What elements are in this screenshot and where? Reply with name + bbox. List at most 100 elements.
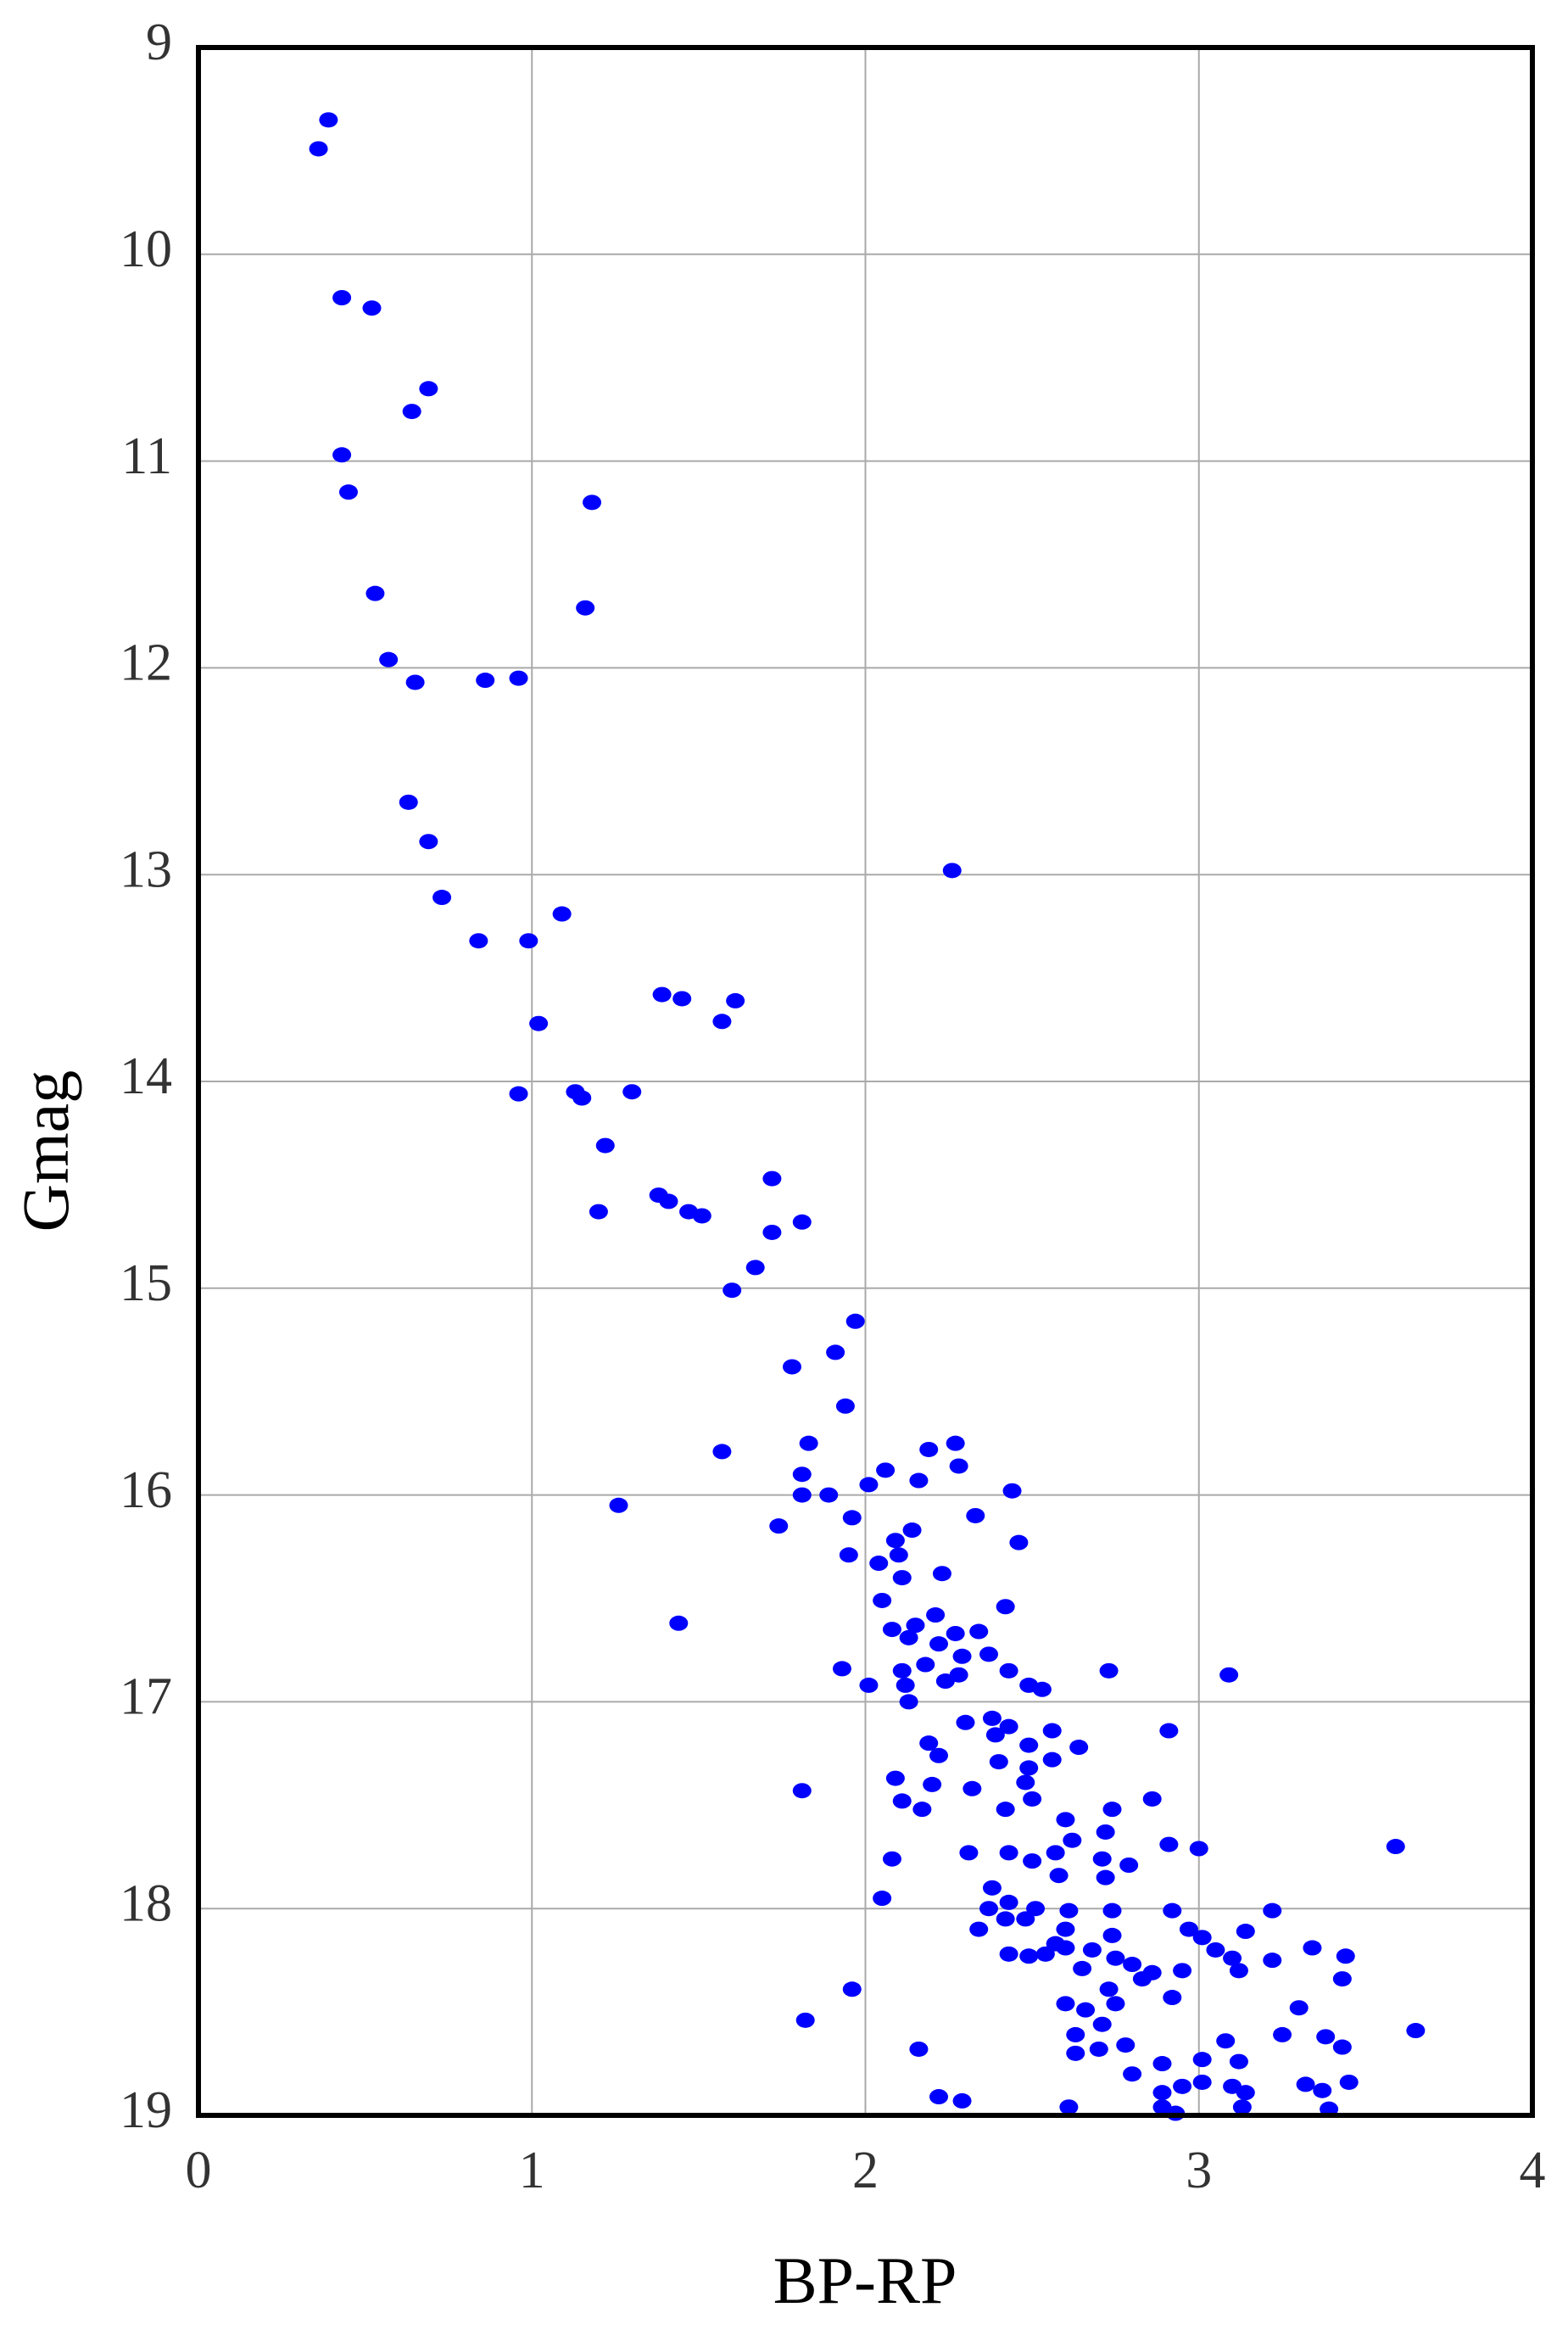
point [1046, 1845, 1065, 1861]
point [519, 933, 538, 949]
point [1066, 2026, 1085, 2042]
point [1102, 1927, 1122, 1943]
point [969, 1921, 989, 1937]
point [1102, 1802, 1122, 1818]
point [996, 1802, 1015, 1818]
point [999, 1662, 1018, 1679]
point [1016, 1774, 1035, 1791]
point [1173, 1963, 1192, 1979]
point [782, 1359, 801, 1375]
y-tick-label: 12 [120, 634, 172, 692]
point [1223, 1950, 1242, 1966]
point [996, 1599, 1015, 1615]
point [529, 1015, 549, 1031]
point [999, 1946, 1018, 1962]
point [672, 991, 692, 1007]
point [1386, 1839, 1405, 1855]
point [1106, 1996, 1125, 2012]
points [309, 112, 1426, 2121]
y-tick-label: 16 [120, 1461, 172, 1519]
point [912, 1802, 932, 1818]
point [1142, 1791, 1162, 1807]
point [1159, 1723, 1179, 1739]
point [365, 585, 385, 601]
point [1019, 1737, 1039, 1753]
point [1189, 1841, 1208, 1857]
point [332, 447, 352, 463]
point [889, 1547, 908, 1563]
point [952, 1648, 972, 1664]
point [952, 2092, 972, 2109]
point [842, 1510, 862, 1526]
point [799, 1435, 818, 1451]
x-tick-label: 1 [519, 2142, 545, 2199]
point [1206, 1941, 1225, 1958]
point [1316, 2029, 1336, 2045]
point [338, 484, 358, 500]
point [726, 992, 745, 1008]
point [1099, 1981, 1119, 1997]
y-tick-label: 19 [120, 2081, 172, 2139]
point [919, 1735, 939, 1751]
point [1089, 2041, 1108, 2057]
point [1232, 2099, 1252, 2115]
point [1066, 2045, 1085, 2061]
y-tick-label: 14 [120, 1048, 172, 1105]
point [402, 404, 421, 420]
point [1303, 1940, 1322, 1956]
y-tick-label: 18 [120, 1874, 172, 1932]
point [669, 1615, 689, 1631]
point [979, 1646, 999, 1662]
point [902, 1522, 922, 1539]
point [1332, 2039, 1352, 2055]
point [1026, 1901, 1046, 1917]
point [1163, 1990, 1182, 2006]
point [1236, 2085, 1255, 2101]
point [1219, 1667, 1239, 1683]
point [1152, 2056, 1172, 2072]
x-tick-label: 3 [1186, 2142, 1212, 2199]
point [1179, 1921, 1198, 1937]
point [622, 1084, 642, 1100]
point [899, 1694, 918, 1710]
y-tick-label: 9 [146, 14, 172, 71]
point [1076, 2002, 1096, 2018]
point [982, 1880, 1002, 1896]
x-axis-title: BP-RP [773, 2243, 957, 2317]
point [942, 863, 962, 879]
point [1116, 2037, 1136, 2053]
point [1069, 1740, 1089, 1756]
point [892, 1662, 912, 1679]
point [762, 1224, 782, 1240]
point [405, 674, 425, 690]
point [892, 1793, 912, 1809]
point [712, 1444, 732, 1460]
y-tick-label: 10 [120, 221, 172, 278]
point [1216, 2033, 1236, 2049]
point [969, 1623, 989, 1640]
point [946, 1435, 965, 1451]
point [1073, 1960, 1092, 1976]
point [982, 1710, 1002, 1726]
point [1016, 1911, 1035, 1927]
point [1056, 1812, 1075, 1828]
point [1339, 2074, 1359, 2090]
point [1102, 1902, 1122, 1919]
point [892, 1570, 912, 1586]
point [1159, 1836, 1179, 1852]
point [826, 1344, 845, 1360]
point [885, 1533, 905, 1549]
point [839, 1547, 858, 1563]
point [999, 1894, 1018, 1910]
point [1023, 1853, 1042, 1869]
point [929, 1636, 949, 1652]
point [882, 1851, 901, 1867]
y-tick-label: 15 [120, 1254, 172, 1312]
point [792, 1487, 812, 1503]
point [899, 1629, 918, 1645]
point [379, 651, 399, 668]
point [916, 1656, 935, 1673]
point [1059, 1902, 1079, 1919]
point [792, 1214, 812, 1230]
point [859, 1677, 879, 1693]
